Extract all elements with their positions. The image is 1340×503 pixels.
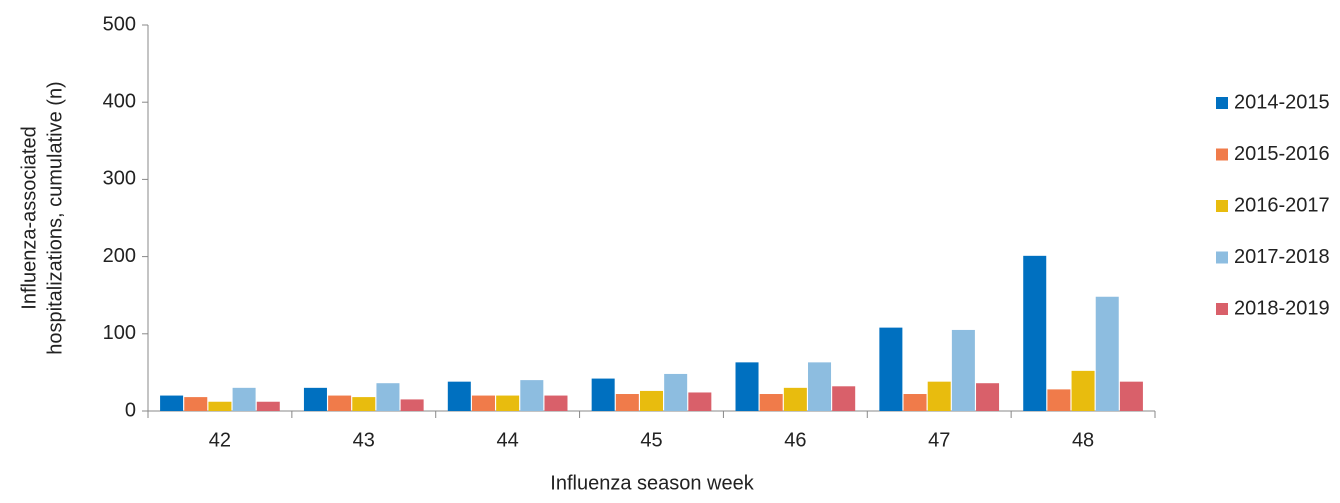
bar bbox=[735, 362, 759, 411]
legend-label: 2016-2017 bbox=[1234, 194, 1330, 216]
bar bbox=[1023, 255, 1047, 411]
bar bbox=[951, 329, 975, 411]
bar bbox=[471, 395, 495, 411]
legend-label: 2014-2015 bbox=[1234, 91, 1330, 113]
bar bbox=[1119, 381, 1143, 411]
bar bbox=[976, 383, 1000, 411]
bar bbox=[1047, 389, 1071, 411]
bar bbox=[496, 395, 520, 411]
bar bbox=[664, 373, 688, 411]
bar bbox=[400, 399, 424, 411]
bar bbox=[879, 327, 903, 411]
bar bbox=[328, 395, 352, 411]
x-tick-label: 47 bbox=[928, 429, 950, 451]
legend-label: 2015-2016 bbox=[1234, 143, 1330, 165]
y-tick-label: 400 bbox=[103, 90, 136, 112]
legend-swatch bbox=[1216, 303, 1228, 315]
bar bbox=[615, 394, 639, 411]
bar bbox=[544, 395, 568, 411]
bar bbox=[520, 380, 544, 411]
x-axis-title: Influenza season week bbox=[550, 472, 754, 494]
y-tick-label: 0 bbox=[125, 399, 136, 421]
bar bbox=[903, 394, 927, 411]
legend-swatch bbox=[1216, 148, 1228, 161]
y-tick-label: 500 bbox=[103, 13, 136, 35]
bar bbox=[759, 394, 783, 411]
bar bbox=[591, 378, 615, 411]
bar bbox=[927, 381, 951, 411]
bar bbox=[1071, 370, 1095, 411]
bar bbox=[832, 386, 856, 411]
x-tick-label: 44 bbox=[497, 429, 519, 451]
bar bbox=[783, 387, 807, 411]
bar bbox=[1095, 296, 1119, 411]
x-tick-label: 46 bbox=[784, 429, 806, 451]
y-axis-title: Influenza-associated hospitalizations, c… bbox=[18, 81, 66, 354]
x-tick-label: 42 bbox=[209, 429, 231, 451]
y-axis-title-line: Influenza-associated bbox=[18, 126, 40, 309]
x-tick-label: 45 bbox=[640, 429, 662, 451]
y-tick-label: 300 bbox=[103, 168, 136, 190]
bar bbox=[184, 397, 208, 411]
bar bbox=[639, 390, 664, 411]
bar bbox=[303, 387, 327, 411]
bar bbox=[160, 395, 184, 411]
legend-swatch bbox=[1216, 251, 1228, 264]
bar bbox=[232, 387, 256, 411]
y-tick-label: 200 bbox=[103, 245, 136, 267]
bar bbox=[688, 392, 712, 411]
x-tick-label: 43 bbox=[353, 429, 375, 451]
bar bbox=[352, 397, 376, 411]
y-tick-label: 100 bbox=[103, 322, 136, 344]
bar bbox=[447, 381, 471, 411]
legend-swatch bbox=[1216, 97, 1228, 109]
bar bbox=[256, 401, 280, 411]
bar bbox=[808, 362, 832, 411]
legend-label: 2018-2019 bbox=[1234, 297, 1330, 319]
x-tick-label: 48 bbox=[1072, 429, 1094, 451]
bar bbox=[376, 383, 400, 411]
legend-swatch bbox=[1216, 200, 1228, 212]
bar bbox=[208, 401, 232, 411]
legend-label: 2017-2018 bbox=[1234, 246, 1330, 268]
y-axis-title-line: hospitalizations, cumulative (n) bbox=[44, 81, 66, 354]
